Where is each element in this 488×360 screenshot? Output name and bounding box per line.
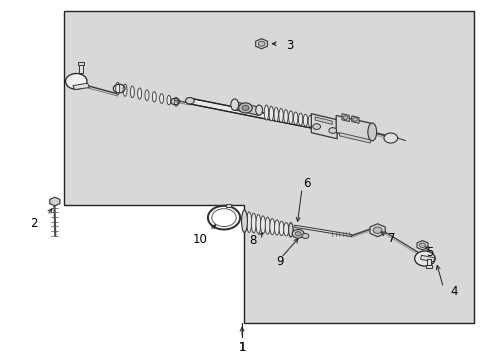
Bar — [226, 204, 231, 207]
Circle shape — [238, 103, 252, 113]
Ellipse shape — [307, 116, 312, 127]
Ellipse shape — [159, 94, 163, 103]
Ellipse shape — [242, 211, 246, 232]
Text: 2: 2 — [30, 216, 38, 230]
Circle shape — [258, 41, 264, 46]
Text: 1: 1 — [238, 341, 245, 354]
Polygon shape — [315, 117, 331, 125]
Ellipse shape — [264, 105, 268, 120]
Text: 1: 1 — [238, 341, 245, 354]
Ellipse shape — [293, 112, 297, 125]
Circle shape — [242, 105, 248, 111]
Ellipse shape — [174, 97, 178, 106]
Ellipse shape — [130, 86, 134, 98]
Ellipse shape — [283, 110, 287, 123]
Polygon shape — [341, 114, 348, 122]
Text: 5: 5 — [425, 246, 432, 259]
Ellipse shape — [255, 105, 262, 115]
Polygon shape — [73, 83, 89, 90]
Ellipse shape — [278, 108, 283, 122]
Polygon shape — [335, 116, 370, 140]
Ellipse shape — [367, 123, 376, 141]
Polygon shape — [294, 225, 351, 237]
Circle shape — [65, 73, 87, 89]
Circle shape — [295, 231, 301, 236]
Ellipse shape — [288, 111, 292, 124]
Polygon shape — [339, 133, 369, 143]
Polygon shape — [420, 255, 434, 262]
Ellipse shape — [185, 98, 194, 104]
Bar — [427, 259, 430, 266]
Ellipse shape — [274, 220, 279, 235]
Circle shape — [352, 118, 357, 121]
Circle shape — [328, 128, 336, 134]
Polygon shape — [351, 116, 358, 123]
Polygon shape — [311, 114, 336, 139]
Ellipse shape — [268, 106, 273, 121]
Ellipse shape — [264, 217, 269, 234]
Circle shape — [342, 116, 347, 120]
Ellipse shape — [288, 224, 293, 237]
Ellipse shape — [138, 88, 142, 99]
Polygon shape — [416, 240, 427, 250]
Text: 7: 7 — [387, 231, 395, 244]
Ellipse shape — [255, 215, 260, 233]
Ellipse shape — [283, 222, 288, 236]
Circle shape — [419, 243, 425, 247]
Ellipse shape — [288, 223, 292, 237]
Bar — [78, 62, 83, 65]
Text: 10: 10 — [192, 233, 206, 246]
Circle shape — [383, 133, 397, 143]
Ellipse shape — [298, 113, 302, 125]
Polygon shape — [188, 98, 312, 129]
Text: 8: 8 — [249, 234, 256, 247]
Ellipse shape — [302, 233, 308, 238]
Ellipse shape — [166, 95, 170, 105]
Ellipse shape — [251, 213, 256, 233]
Circle shape — [414, 251, 434, 266]
Ellipse shape — [303, 114, 307, 126]
Circle shape — [312, 124, 320, 130]
Ellipse shape — [273, 107, 278, 122]
Text: 6: 6 — [303, 177, 310, 190]
Ellipse shape — [152, 92, 156, 102]
Ellipse shape — [116, 82, 120, 95]
Polygon shape — [232, 101, 259, 116]
Ellipse shape — [230, 99, 238, 111]
Circle shape — [372, 227, 381, 233]
Polygon shape — [50, 197, 60, 206]
Ellipse shape — [269, 219, 274, 235]
Ellipse shape — [279, 221, 284, 235]
Polygon shape — [64, 12, 473, 323]
Ellipse shape — [241, 210, 247, 232]
Bar — [79, 64, 82, 73]
Ellipse shape — [246, 212, 251, 233]
Polygon shape — [369, 224, 385, 237]
Ellipse shape — [145, 90, 149, 100]
Polygon shape — [255, 39, 267, 49]
Text: 9: 9 — [275, 255, 283, 268]
Circle shape — [292, 229, 304, 238]
Ellipse shape — [260, 216, 265, 234]
Ellipse shape — [123, 84, 127, 96]
Text: 4: 4 — [449, 285, 457, 298]
Bar — [425, 265, 431, 268]
Text: 3: 3 — [285, 39, 293, 52]
